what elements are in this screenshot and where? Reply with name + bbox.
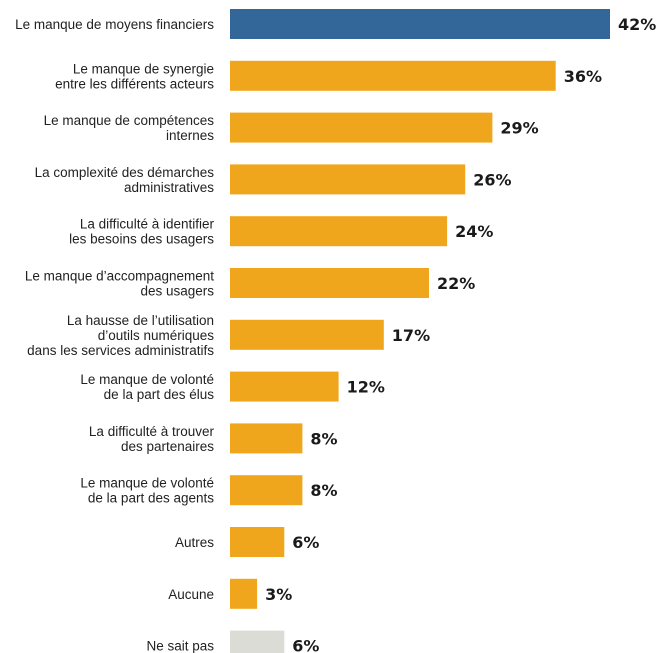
category-label-line: dans les services administratifs xyxy=(27,343,214,358)
bar-4 xyxy=(230,164,466,195)
bar-5 xyxy=(230,216,448,247)
category-label-line: La hausse de l’utilisation xyxy=(67,313,214,328)
bar-6 xyxy=(230,268,429,298)
category-label-8: Le manque de volonté de la part des élus xyxy=(80,372,214,402)
category-label-3: Le manque de compétences internes xyxy=(44,113,215,143)
category-label-line: La difficulté à trouver xyxy=(89,424,215,439)
category-label-line: Le manque d’accompagnement xyxy=(25,269,214,284)
value-label-2: 36% xyxy=(564,67,602,86)
category-label-line: Ne sait pas xyxy=(146,639,214,653)
value-label-9: 8% xyxy=(310,429,337,448)
bar-2 xyxy=(230,60,556,91)
category-label-line: Le manque de compétences xyxy=(44,113,215,128)
value-label-3: 29% xyxy=(500,119,538,138)
category-label-11: Autres xyxy=(175,535,214,550)
category-label-line: de la part des élus xyxy=(104,387,215,402)
category-label-1: Le manque de moyens financiers xyxy=(15,17,214,32)
category-label-13: Ne sait pas xyxy=(146,639,214,653)
category-label-line: des partenaires xyxy=(121,439,214,454)
category-label-6: Le manque d’accompagnement des usagers xyxy=(25,269,214,299)
category-label-line: Autres xyxy=(175,535,214,550)
bar-9 xyxy=(230,423,303,454)
category-label-4: La complexité des démarches administrativ… xyxy=(35,165,215,195)
category-label-7: La hausse de l’utilisation d’outils numér… xyxy=(27,313,214,358)
bar-12 xyxy=(230,578,258,609)
value-label-5: 24% xyxy=(455,222,493,241)
category-label-line: Le manque de synergie xyxy=(73,61,214,76)
category-label-line: Aucune xyxy=(168,587,214,602)
value-label-10: 8% xyxy=(310,481,337,500)
category-label-line: Le manque de volonté xyxy=(80,476,214,491)
category-label-line: administratives xyxy=(124,180,214,195)
category-label-9: La difficulté à trouver des partenaires xyxy=(89,424,215,454)
value-label-11: 6% xyxy=(292,533,319,552)
bar-10 xyxy=(230,475,303,506)
category-label-line: La complexité des démarches xyxy=(35,165,215,180)
bar-13 xyxy=(230,630,285,653)
bar-1 xyxy=(230,9,610,39)
value-label-7: 17% xyxy=(392,326,430,345)
category-label-line: Le manque de moyens financiers xyxy=(15,17,214,32)
bar-3 xyxy=(230,112,493,143)
category-label-line: entre les différents acteurs xyxy=(55,76,214,91)
category-label-line: les besoins des usagers xyxy=(69,232,214,247)
category-label-line: internes xyxy=(166,128,214,143)
category-label-line: Le manque de volonté xyxy=(80,372,214,387)
value-label-13: 6% xyxy=(292,637,319,653)
category-label-line: La difficulté à identifier xyxy=(80,217,215,232)
value-label-6: 22% xyxy=(437,274,475,293)
bar-7 xyxy=(230,319,384,350)
value-label-4: 26% xyxy=(473,170,511,189)
bar-8 xyxy=(230,371,339,402)
value-label-1: 42% xyxy=(618,15,656,34)
category-label-10: Le manque de volonté de la part des agent… xyxy=(80,476,214,506)
bar-11 xyxy=(230,527,285,557)
category-label-line: des usagers xyxy=(140,284,214,299)
category-label-line: d’outils numériques xyxy=(98,328,215,343)
value-label-8: 12% xyxy=(347,378,385,397)
category-label-line: de la part des agents xyxy=(88,491,214,506)
value-label-12: 3% xyxy=(265,585,292,604)
category-label-2: Le manque de synergie entre les différent… xyxy=(55,61,214,91)
category-label-12: Aucune xyxy=(168,587,214,602)
category-label-5: La difficulté à identifier les besoins de… xyxy=(69,217,214,247)
